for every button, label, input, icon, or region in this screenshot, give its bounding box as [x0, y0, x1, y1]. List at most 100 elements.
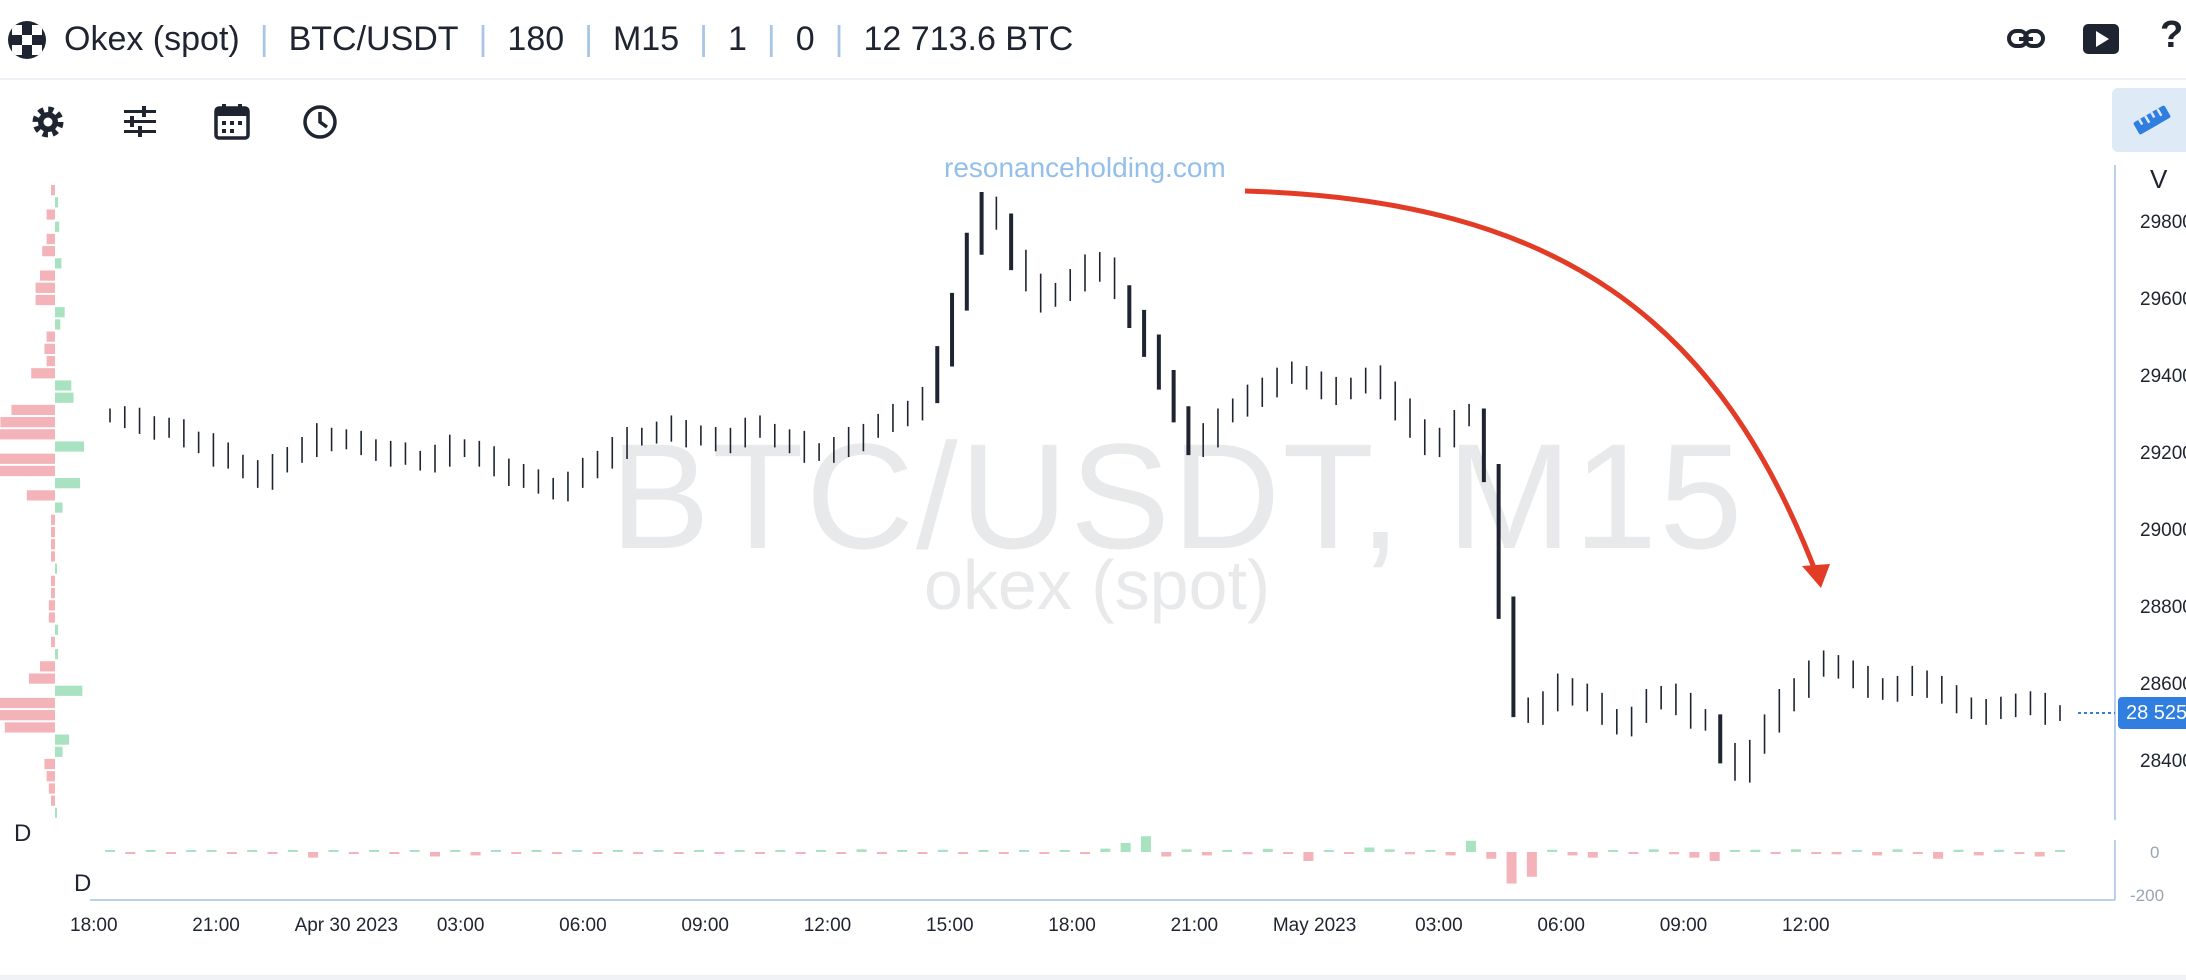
delta-bar — [267, 852, 278, 854]
pair-name[interactable]: BTC/USDT — [288, 19, 459, 58]
delta-bar — [958, 852, 969, 854]
price-tick: 28400 — [2140, 751, 2186, 773]
delta-bar — [1973, 852, 1984, 856]
profile-bar — [51, 539, 55, 550]
delta-bar — [1608, 850, 1619, 852]
link-icon[interactable] — [2006, 18, 2046, 60]
delta-bar — [795, 852, 806, 854]
profile-bar — [35, 294, 55, 306]
delta-bar — [1323, 850, 1334, 852]
price-tick: 29600 — [2140, 288, 2186, 310]
delta-bar — [1912, 852, 1923, 854]
time-tick: 12:00 — [1782, 915, 1830, 936]
exchange-name[interactable]: Okex (spot) — [64, 19, 240, 58]
clock-icon[interactable] — [298, 100, 342, 144]
delta-bar — [1080, 852, 1090, 854]
delta-bar — [897, 850, 908, 852]
delta-bar — [978, 850, 989, 852]
time-tick: 09:00 — [681, 915, 729, 936]
bottom-border — [0, 975, 2186, 980]
delta-bar — [755, 852, 765, 854]
profile-bar — [51, 551, 55, 562]
profile-bar — [0, 429, 55, 440]
profile-bar — [0, 465, 55, 477]
profile-bar — [55, 221, 60, 232]
delta-bar — [1181, 849, 1192, 852]
candles[interactable] — [109, 191, 2061, 783]
volume-profile — [0, 185, 84, 818]
delta-bar — [2034, 852, 2045, 857]
time-tick: Apr 30 2023 — [294, 915, 399, 936]
time-tick: 09:00 — [1659, 915, 1708, 936]
volume-value[interactable]: 12 713.6 BTC — [863, 19, 1074, 58]
delta-bar — [917, 852, 928, 854]
delta-bar — [531, 850, 542, 852]
delta-bar — [856, 849, 867, 852]
ruler-button[interactable] — [2112, 88, 2186, 152]
help-icon[interactable]: ? — [2160, 14, 2184, 56]
delta-bar — [694, 850, 705, 852]
delta-bar — [165, 852, 176, 854]
bar-count[interactable]: 180 — [507, 19, 565, 58]
delta-bar — [389, 852, 400, 854]
profile-bar — [44, 758, 55, 770]
delta-bar — [937, 849, 948, 852]
delta-bar — [734, 850, 745, 852]
delta-bar — [1933, 852, 1944, 859]
delta-bar — [1811, 852, 1822, 854]
delta-bar — [1994, 849, 2005, 852]
profile-bar — [51, 526, 55, 538]
profile-bar — [40, 661, 55, 672]
delta-bar — [226, 852, 237, 854]
delta-bar — [1262, 848, 1273, 852]
profile-bar — [46, 355, 55, 367]
profile-bar — [55, 746, 63, 757]
delta-bar — [592, 852, 603, 854]
delta-bar — [1161, 852, 1172, 857]
delta-bar — [1283, 852, 1294, 854]
delta-bar — [1872, 852, 1883, 856]
delta-bars — [105, 836, 2065, 884]
price-tick: 29800 — [2140, 211, 2186, 233]
delta-bar — [1587, 852, 1598, 858]
price-tick: 29000 — [2140, 520, 2186, 542]
delta-bar — [369, 850, 380, 852]
calendar-icon[interactable] — [210, 100, 254, 144]
setting-value-1[interactable]: 1 — [727, 19, 747, 58]
profile-bar — [55, 624, 59, 635]
delta-bar — [1953, 849, 1964, 852]
symbol-info: Okex (spot) | BTC/USDT | 180 | M15 | 1 |… — [64, 19, 1074, 58]
profile-bar — [48, 612, 55, 623]
delta-bar — [1770, 852, 1781, 854]
delta-bar — [1831, 852, 1842, 855]
price-tick: 29400 — [2140, 365, 2186, 387]
delta-bar — [1730, 850, 1740, 852]
delta-bar — [1486, 852, 1497, 859]
delta-bar — [409, 850, 420, 852]
delta-bar — [876, 852, 887, 854]
site-watermark[interactable]: resonanceholding.com — [944, 152, 1226, 183]
delta-bar — [1445, 852, 1456, 856]
current-price-badge: 28 525. — [2118, 697, 2186, 729]
gear-icon[interactable] — [26, 100, 70, 144]
okex-logo-icon — [8, 21, 46, 59]
delta-label-top: D — [14, 820, 32, 847]
delta-bar — [998, 852, 1009, 854]
price-tick: 29200 — [2140, 442, 2186, 464]
delta-bar — [612, 850, 623, 852]
play-icon[interactable] — [2082, 18, 2120, 60]
delta-bar — [348, 852, 359, 854]
profile-bar — [26, 490, 55, 501]
price-tick: 28800 — [2140, 597, 2186, 619]
arrow-head — [1802, 564, 1830, 588]
delta-bar — [1242, 852, 1253, 855]
setting-value-2[interactable]: 0 — [795, 19, 815, 58]
delta-bar — [490, 850, 501, 852]
timeframe[interactable]: M15 — [612, 19, 680, 58]
profile-bar — [51, 795, 55, 806]
delta-bar — [1750, 849, 1761, 852]
delta-bar — [1019, 850, 1030, 852]
sliders-icon[interactable] — [118, 100, 162, 144]
profile-bar — [4, 722, 56, 733]
